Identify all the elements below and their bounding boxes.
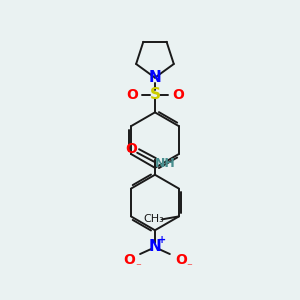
Text: O: O [172, 88, 184, 101]
Text: N: N [148, 70, 161, 85]
Text: S: S [149, 87, 161, 102]
Text: ⁻: ⁻ [187, 262, 193, 272]
Text: N: N [148, 238, 161, 253]
Text: ⁻: ⁻ [135, 262, 141, 272]
Text: CH₃: CH₃ [144, 214, 165, 224]
Text: O: O [126, 88, 138, 101]
Text: O: O [175, 253, 187, 267]
Text: +: + [158, 235, 166, 245]
Text: NH: NH [154, 158, 175, 170]
Text: O: O [125, 142, 137, 156]
Text: O: O [123, 253, 135, 267]
